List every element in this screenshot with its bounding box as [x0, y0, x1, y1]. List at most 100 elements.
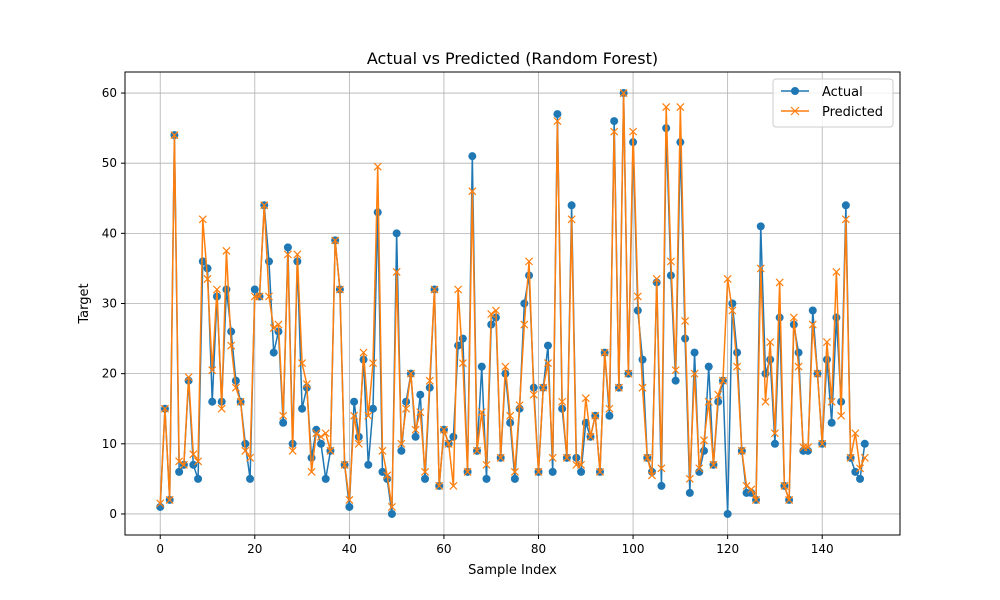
point-predicted	[851, 429, 860, 438]
point-actual	[605, 411, 614, 420]
y-tick-label: 0	[109, 507, 117, 521]
point-actual	[543, 341, 552, 350]
point-predicted	[397, 439, 406, 448]
point-predicted	[260, 201, 269, 210]
x-axis-ticks: 0 20 40 60 80 100 120 140	[156, 535, 834, 556]
point-actual	[860, 439, 869, 448]
point-predicted	[392, 267, 401, 276]
point-actual	[373, 208, 382, 217]
point-predicted	[614, 383, 623, 392]
point-actual	[808, 306, 817, 315]
point-predicted	[652, 274, 661, 283]
point-actual	[685, 488, 694, 497]
series-predicted	[156, 89, 869, 511]
point-predicted	[543, 359, 552, 368]
point-predicted	[227, 341, 236, 350]
point-predicted	[718, 376, 727, 385]
point-predicted	[345, 495, 354, 504]
point-predicted	[770, 429, 779, 438]
point-predicted	[837, 411, 846, 420]
point-predicted	[756, 264, 765, 273]
point-actual	[392, 229, 401, 238]
point-predicted	[662, 103, 671, 112]
point-actual	[175, 467, 184, 476]
point-predicted	[610, 127, 619, 136]
point-predicted	[595, 467, 605, 476]
point-predicted	[331, 236, 340, 245]
point-actual	[510, 474, 519, 483]
point-predicted	[274, 320, 283, 329]
point-actual	[387, 509, 396, 518]
point-predicted	[458, 359, 467, 368]
point-actual	[231, 376, 240, 385]
legend-predicted-label: Predicted	[822, 105, 883, 120]
point-predicted	[742, 481, 751, 490]
point-predicted	[822, 338, 831, 347]
y-tick-label: 20	[102, 367, 117, 381]
point-predicted	[534, 467, 543, 476]
point-actual	[194, 474, 203, 483]
point-predicted	[194, 457, 203, 466]
point-predicted	[548, 453, 557, 462]
point-predicted	[647, 471, 657, 480]
point-predicted	[326, 446, 335, 455]
point-predicted	[804, 443, 813, 452]
point-predicted	[368, 359, 378, 368]
point-predicted	[198, 215, 207, 224]
point-actual	[671, 376, 680, 385]
point-actual	[264, 257, 273, 266]
point-predicted	[789, 313, 798, 322]
point-actual	[770, 439, 779, 448]
point-actual	[477, 362, 486, 371]
point-predicted	[841, 215, 850, 224]
point-predicted	[808, 320, 817, 329]
point-predicted	[217, 404, 226, 413]
series-layer	[156, 89, 869, 518]
point-actual	[369, 404, 378, 413]
point-actual	[553, 110, 562, 119]
point-actual	[397, 446, 406, 455]
point-actual	[657, 481, 666, 490]
point-predicted	[666, 257, 675, 266]
point-predicted	[231, 383, 240, 392]
point-predicted	[170, 131, 179, 140]
point-actual	[548, 467, 557, 476]
point-predicted	[449, 481, 458, 490]
point-predicted	[728, 306, 737, 315]
point-predicted	[222, 246, 231, 255]
point-actual	[269, 348, 278, 357]
point-predicted	[685, 474, 694, 483]
point-actual	[794, 348, 803, 357]
point-predicted	[293, 250, 302, 259]
point-actual	[208, 397, 217, 406]
legend: Actual Predicted	[772, 78, 894, 128]
point-predicted	[567, 215, 576, 224]
point-predicted	[165, 495, 174, 504]
point-predicted	[241, 446, 250, 455]
point-actual	[411, 432, 420, 441]
point-predicted	[577, 460, 586, 469]
point-predicted	[477, 408, 486, 417]
x-tick-label: 140	[811, 542, 834, 556]
point-predicted	[387, 502, 396, 511]
point-predicted	[766, 338, 775, 347]
point-actual	[350, 397, 359, 406]
x-tick-label: 80	[531, 542, 546, 556]
point-actual	[766, 355, 775, 364]
point-predicted	[312, 429, 321, 438]
point-predicted	[350, 411, 359, 420]
point-predicted	[236, 397, 245, 406]
point-predicted	[605, 404, 614, 413]
point-actual	[250, 285, 259, 294]
point-predicted	[298, 359, 307, 368]
point-actual	[577, 467, 586, 476]
point-predicted	[321, 429, 330, 438]
point-predicted	[591, 411, 600, 420]
point-predicted	[283, 250, 292, 259]
point-predicted	[562, 453, 571, 462]
point-actual	[851, 467, 860, 476]
point-predicted	[525, 257, 534, 266]
point-predicted	[364, 411, 373, 420]
point-predicted	[316, 432, 326, 441]
